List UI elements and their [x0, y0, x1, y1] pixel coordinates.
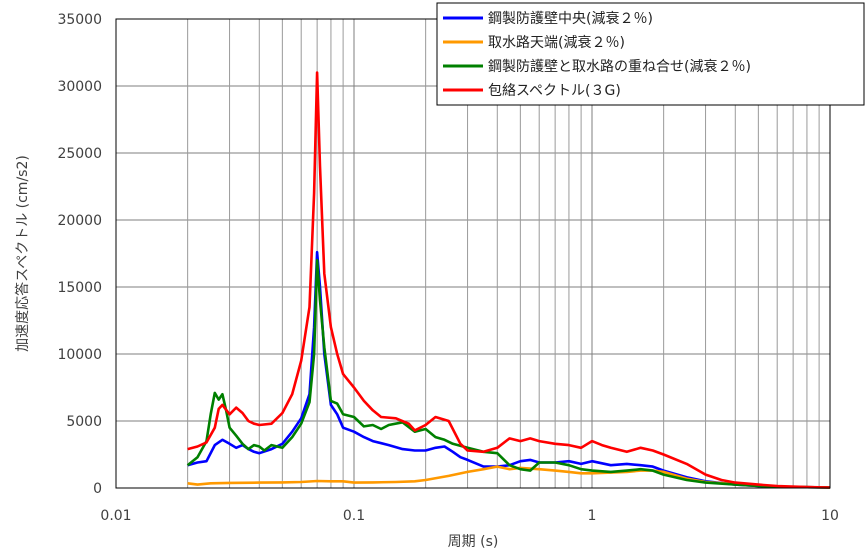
y-tick-label: 25000 — [57, 146, 102, 162]
y-tick-label: 15000 — [57, 280, 102, 296]
series-line — [187, 465, 831, 489]
y-tick-label: 5000 — [66, 414, 102, 430]
x-tick-label: 10 — [821, 508, 839, 524]
y-axis-title: 加速度応答スペクトル (cm/s2) — [14, 155, 31, 352]
x-tick-label: 0.01 — [100, 508, 131, 524]
legend-label: 取水路天端(減衰２％) — [488, 34, 625, 51]
x-axis-title: 周期 (s) — [448, 534, 499, 550]
series-layer — [186, 71, 831, 489]
y-tick-label: 20000 — [57, 213, 102, 229]
legend-label: 鋼製防護壁と取水路の重ね合せ(減衰２％) — [488, 58, 751, 75]
y-tick-label: 35000 — [57, 12, 102, 28]
series-line — [187, 71, 831, 489]
y-tick-labels: 0 5000 10000 15000 20000 25000 30000 35000 — [57, 12, 102, 497]
x-tick-label: 1 — [588, 508, 597, 524]
legend-label: 鋼製防護壁中央(減衰２％) — [488, 10, 653, 27]
series-line — [187, 250, 831, 489]
x-tick-label: 0.1 — [343, 508, 365, 524]
legend-box — [436, 2, 865, 106]
legend-label: 包絡スペクトル(３G) — [488, 83, 621, 99]
legend: 鋼製防護壁中央(減衰２％) 取水路天端(減衰２％) 鋼製防護壁と取水路の重ね合せ(減… — [436, 2, 865, 106]
y-tick-label: 10000 — [57, 347, 102, 363]
series-line — [186, 258, 831, 489]
y-tick-label: 30000 — [57, 79, 102, 95]
grid-lines — [115, 18, 830, 489]
x-tick-labels: 0.01 0.1 1 10 — [100, 508, 839, 524]
y-tick-label: 0 — [93, 481, 102, 497]
